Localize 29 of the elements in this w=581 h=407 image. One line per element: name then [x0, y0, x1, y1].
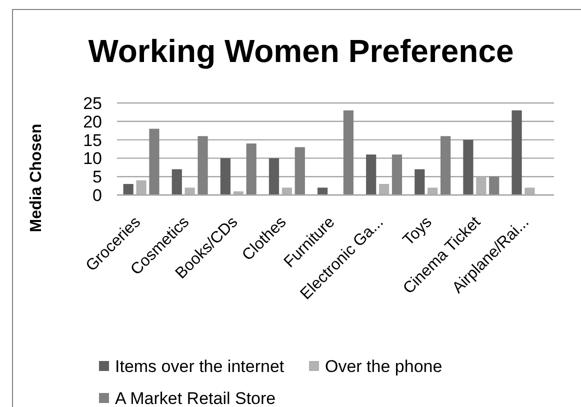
bar: [440, 136, 451, 195]
y-axis-title: Media Chosen: [28, 124, 45, 232]
y-tick-label: 10: [83, 149, 102, 168]
bar: [294, 147, 305, 195]
legend-label: Over the phone: [325, 356, 442, 376]
bar: [318, 188, 328, 195]
y-tick-label: 20: [83, 112, 102, 132]
bar: [392, 154, 402, 195]
x-tick-label: Toys: [400, 214, 436, 250]
y-tick-label: 15: [83, 130, 102, 150]
bar: [489, 176, 500, 195]
chart-title: Working Women Preference: [88, 33, 514, 69]
y-tick-label: 5: [92, 168, 102, 187]
bar: [512, 110, 522, 195]
legend-label: Items over the internet: [115, 356, 284, 376]
bar: [172, 169, 182, 195]
bar: [220, 158, 230, 195]
bar: [198, 136, 208, 195]
bar: [343, 110, 354, 195]
bar: [366, 154, 376, 195]
bar: [123, 184, 134, 195]
bar: [246, 143, 256, 195]
bar: [268, 158, 280, 195]
bar: [463, 140, 474, 195]
y-tick-label: 0: [92, 186, 102, 205]
bar: [414, 169, 425, 195]
bar: [149, 128, 160, 195]
y-tick-label: 25: [83, 94, 102, 113]
legend-label: A Market Retail Store: [115, 388, 276, 407]
